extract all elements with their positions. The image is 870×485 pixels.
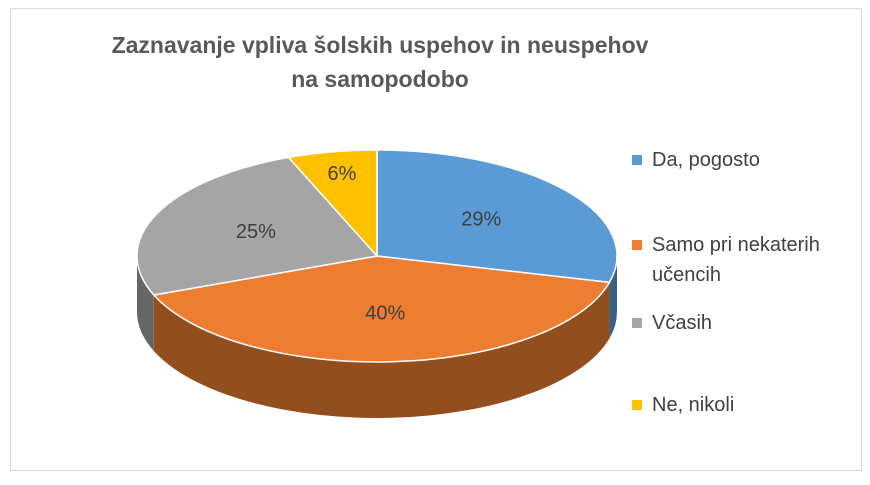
- slice: [136, 156, 379, 296]
- slice-side: [137, 256, 154, 352]
- data-label: 29%: [461, 209, 501, 231]
- legend-label: Ne, nikoli: [652, 394, 735, 416]
- slice: [287, 149, 378, 258]
- legend-label: Včasih: [652, 312, 713, 334]
- data-label: 6%: [327, 163, 356, 185]
- slice: [152, 255, 611, 363]
- legend-swatch: [632, 318, 642, 328]
- legend-swatch: [632, 240, 642, 250]
- slice: [376, 149, 618, 284]
- legend-item: Samo pri nekaterih učencih: [632, 230, 862, 290]
- chart-border: [10, 8, 862, 471]
- legend-item: Da, pogosto: [632, 145, 862, 175]
- data-label: 40%: [365, 302, 405, 324]
- chart-title: Zaznavanje vpliva šolskih uspehov in neu…: [111, 32, 649, 92]
- legend-item: Včasih: [632, 308, 862, 338]
- legend-item: Ne, nikoli: [632, 390, 862, 420]
- slice-side: [153, 282, 610, 418]
- legend-swatch: [632, 155, 642, 165]
- data-label: 25%: [236, 221, 276, 243]
- legend-label: Da, pogosto: [652, 149, 760, 171]
- slice-side: [609, 256, 617, 339]
- legend-swatch: [632, 400, 642, 410]
- legend-label: Samo pri nekaterih učencih: [652, 234, 820, 286]
